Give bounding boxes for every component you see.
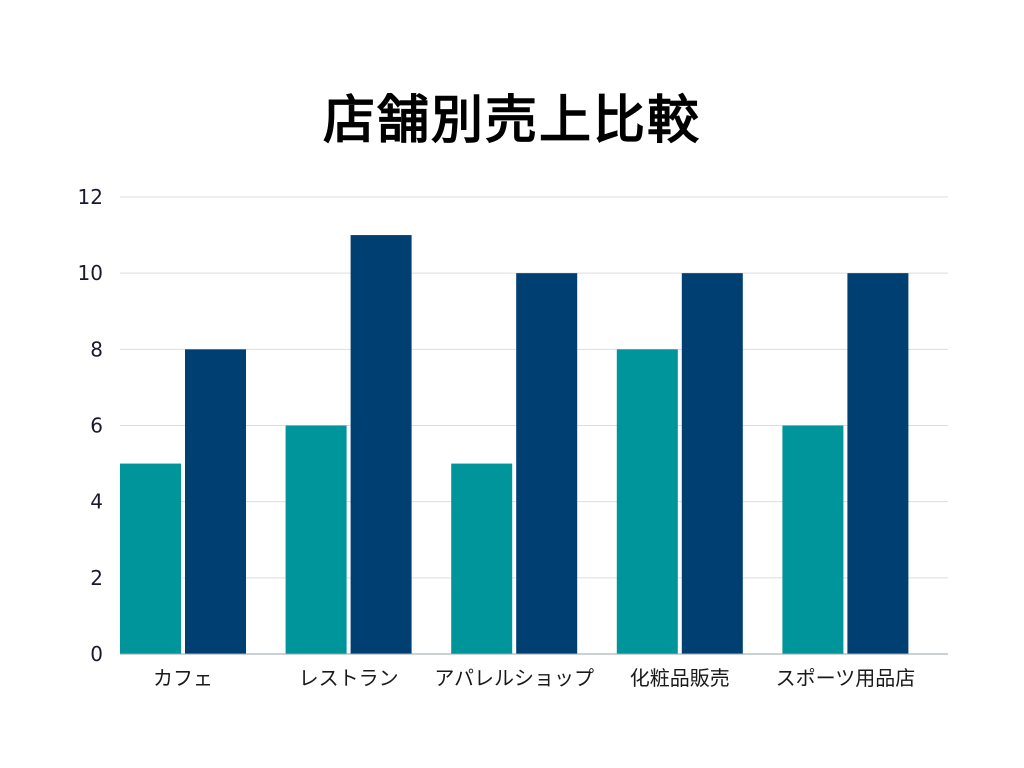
y-tick-label-2: 2 [90,566,103,590]
y-tick-label-8: 8 [90,337,103,361]
bar-series2-2 [516,273,578,654]
y-tick-label-12: 12 [78,185,103,209]
x-category-label-2: アパレルショップ [434,666,594,690]
x-category-label-1: レストラン [299,666,399,690]
y-tick-label-0: 0 [90,642,103,666]
bar-series2-0 [185,349,246,654]
bar-series1-2 [451,463,513,654]
x-category-label-3: 化粧品販売 [630,666,730,690]
y-tick-label-6: 6 [90,414,103,438]
bar-layer [120,235,909,655]
bar-series1-3 [616,349,678,654]
bar-series2-3 [681,273,743,654]
bar-series2-4 [847,273,909,654]
y-tick-label-4: 4 [90,490,103,514]
bar-series1-0 [120,463,181,654]
y-tick-label-10: 10 [78,261,103,285]
bar-series1-1 [285,425,347,654]
x-category-label-4: スポーツ用品店 [776,666,916,690]
label-layer: 0 2 4 6 8 10 12 カフェ レストラン アパレルショップ 化粧品販売 スポーツ用品店 [78,185,916,690]
bar-series1-4 [782,425,844,654]
x-category-label-0: カフェ [153,666,213,690]
chart-title: 店舗別売上比較 [322,91,701,151]
bar-series2-1 [350,235,412,655]
